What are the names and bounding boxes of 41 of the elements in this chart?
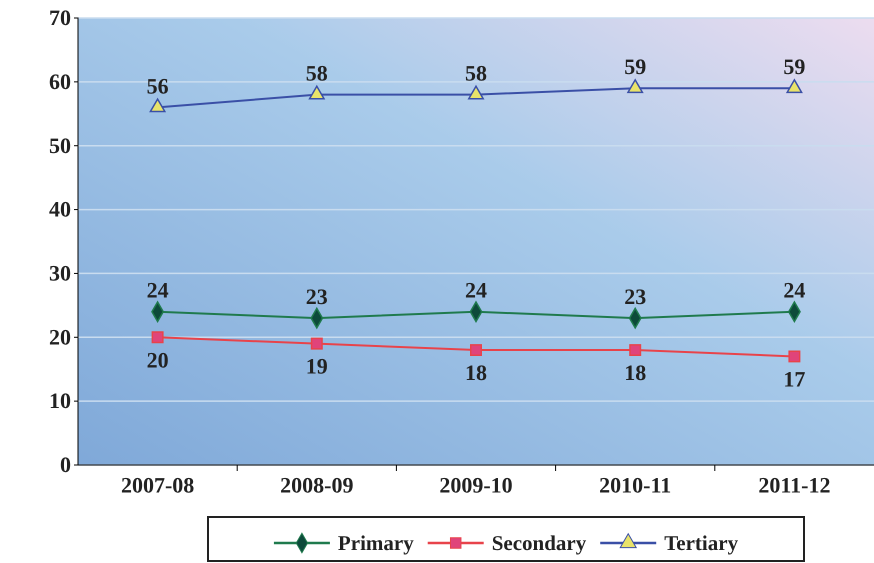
data-label: 58 (306, 60, 328, 86)
data-label: 59 (783, 54, 806, 80)
point (150, 98, 166, 112)
data-label: 18 (465, 360, 487, 386)
data-label: 20 (146, 347, 169, 372)
y-tick-label: 40 (49, 196, 71, 222)
data-label: 24 (146, 278, 169, 303)
data-label: 24 (783, 278, 806, 303)
data-label: 59 (624, 54, 646, 80)
y-tick-label: 0 (60, 452, 71, 478)
data-label: 58 (465, 60, 487, 86)
x-tick-label: 2011-12 (758, 472, 830, 498)
y-tick-label: 50 (49, 132, 71, 158)
legend-label: Primary (338, 531, 414, 555)
x-tick-label: 2010-11 (599, 472, 672, 498)
data-label: 17 (783, 366, 806, 392)
data-label: 23 (624, 284, 646, 310)
x-tick-label: 2009-10 (439, 472, 513, 498)
point (629, 344, 642, 356)
x-tick-label: 2008-09 (280, 472, 354, 498)
x-tick-label: 2007-08 (120, 472, 194, 498)
data-label: 18 (624, 360, 646, 386)
y-tick-label: 60 (49, 68, 71, 94)
point (308, 86, 325, 100)
point (468, 86, 484, 100)
data-label: 56 (146, 73, 169, 98)
point (627, 79, 644, 94)
point (310, 338, 323, 350)
point (152, 331, 164, 344)
data-label: 24 (465, 278, 487, 303)
y-tick-label: 20 (49, 324, 71, 350)
point (470, 344, 482, 356)
data-label: 19 (306, 354, 328, 379)
y-tick-label: 30 (49, 260, 71, 286)
point (786, 79, 802, 94)
legend-label: Tertiary (664, 531, 739, 555)
y-tick-label: 70 (49, 5, 71, 30)
legend-label: Secondary (492, 531, 587, 555)
data-label: 23 (306, 284, 328, 310)
point (788, 350, 800, 362)
y-tick-label: 10 (49, 388, 71, 414)
